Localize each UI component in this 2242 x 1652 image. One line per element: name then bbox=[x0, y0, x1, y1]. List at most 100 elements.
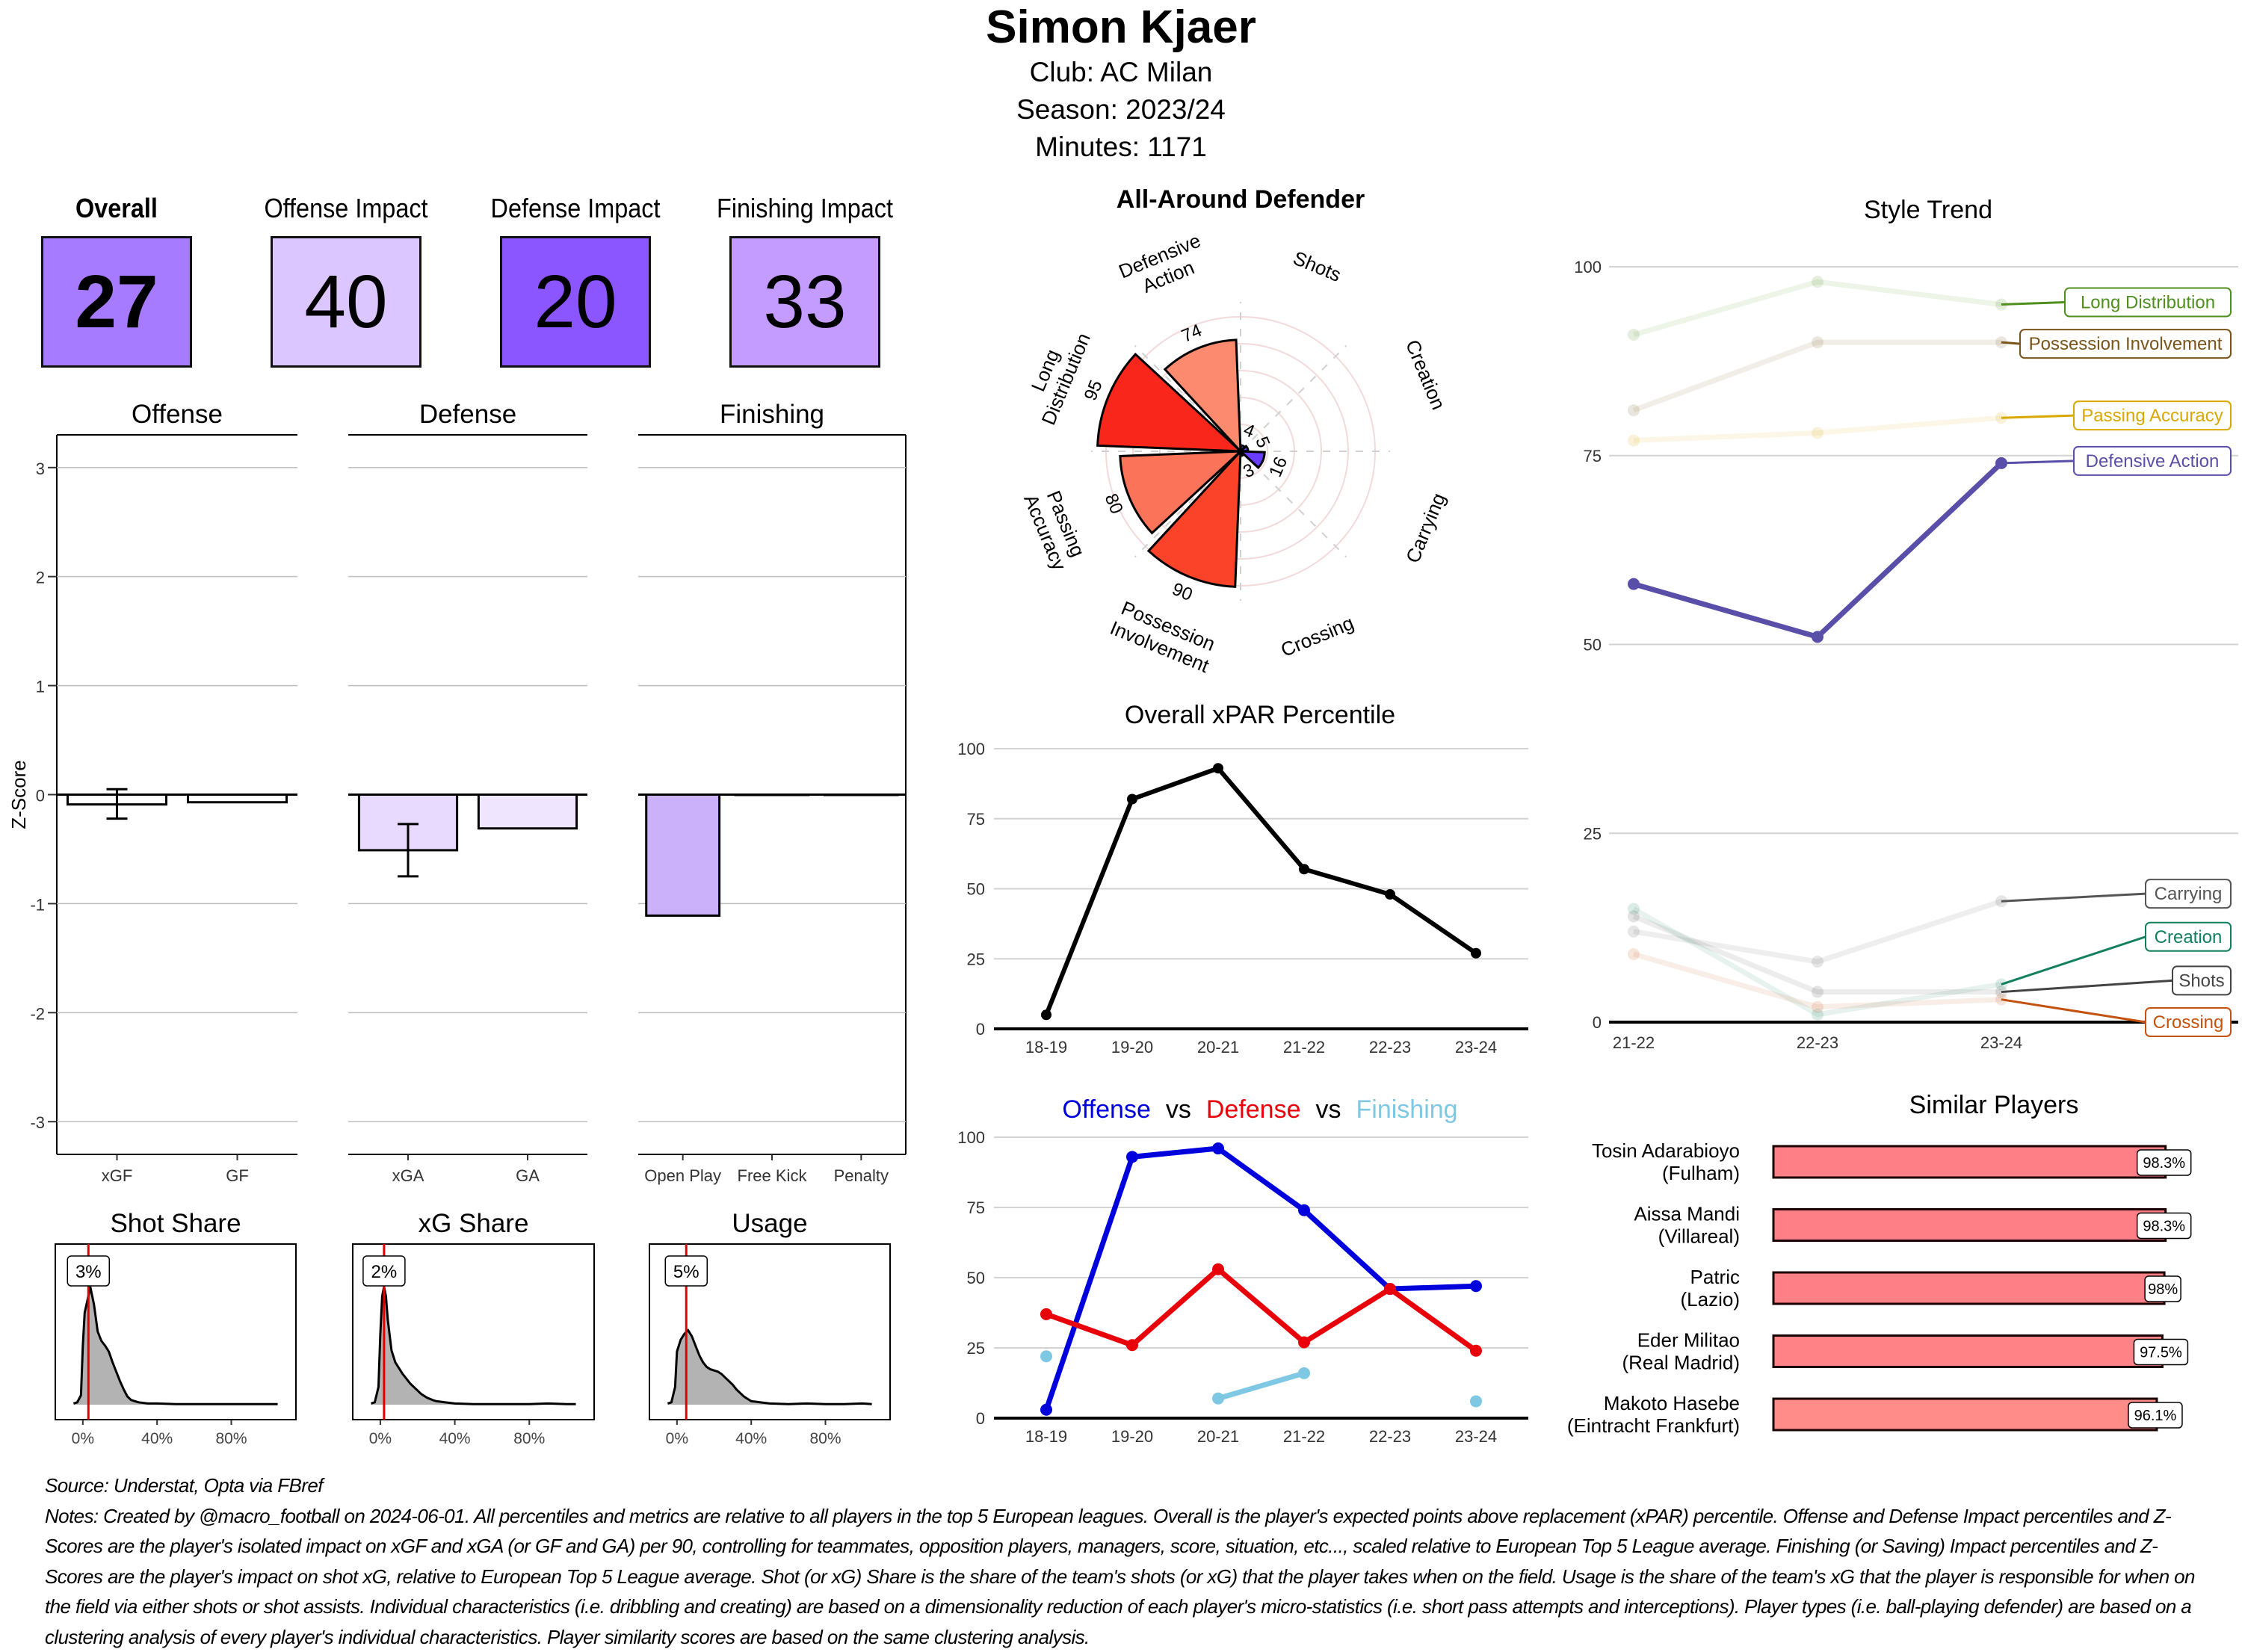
y-tick-label: 75 bbox=[1584, 447, 1602, 465]
y-tick-label: 1 bbox=[36, 678, 45, 696]
style-series-label: Shots bbox=[2178, 971, 2224, 991]
marker-label: 5% bbox=[673, 1262, 700, 1282]
ovd-title-part: Defense bbox=[1206, 1095, 1301, 1124]
similar-player-name: Makoto Hasebe bbox=[1604, 1392, 1740, 1414]
y-axis-label: Z-Score bbox=[7, 760, 30, 829]
style-series-line bbox=[1634, 342, 2001, 410]
style-point bbox=[1812, 986, 1823, 998]
xpar-point bbox=[1127, 794, 1137, 805]
style-series-label: Possession Involvement bbox=[2029, 334, 2223, 354]
radar-category-label: Creation bbox=[1401, 336, 1450, 412]
similar-value-label: 98.3% bbox=[2143, 1155, 2185, 1172]
style-label-leader bbox=[2001, 461, 2074, 463]
radar-category-label: Shots bbox=[1290, 247, 1344, 286]
similar-player-name: Eder Militao bbox=[1637, 1329, 1740, 1352]
style-point bbox=[1628, 926, 1640, 938]
similar-player-name: (Lazio) bbox=[1681, 1288, 1740, 1311]
similar-value-label: 97.5% bbox=[2140, 1345, 2182, 1361]
radar-category-label: Carrying bbox=[1401, 489, 1450, 566]
style-series-line bbox=[1634, 282, 2001, 335]
similar-value-label: 96.1% bbox=[2134, 1408, 2177, 1424]
ovd-point bbox=[1212, 1393, 1224, 1405]
xpar-point bbox=[1299, 864, 1309, 874]
style-label-leader bbox=[2001, 415, 2074, 418]
y-tick-label: 50 bbox=[1584, 636, 1602, 655]
radar-spoke bbox=[1241, 346, 1346, 451]
x-tick-label: 18-19 bbox=[1025, 1427, 1067, 1446]
x-tick-label: 40% bbox=[141, 1430, 173, 1447]
x-tick-label: 80% bbox=[215, 1430, 247, 1447]
distribution-title: Shot Share bbox=[110, 1209, 241, 1238]
style-label-leader bbox=[2001, 894, 2146, 901]
radar-value-label: 95 bbox=[1081, 377, 1107, 403]
notes-text: Notes: Created by @macro_football on 202… bbox=[45, 1501, 2212, 1652]
ovd-series-line bbox=[1046, 1148, 1476, 1410]
distribution-title: xG Share bbox=[419, 1209, 529, 1238]
style-series-label: Carrying bbox=[2155, 884, 2223, 904]
x-tick-label: 23-24 bbox=[1980, 1033, 2022, 1052]
ovd-title-part: vs bbox=[1166, 1095, 1191, 1124]
ovd-point bbox=[1212, 1142, 1224, 1154]
similar-value-label: 98% bbox=[2148, 1281, 2178, 1298]
y-tick-label: -1 bbox=[30, 895, 45, 914]
similar-bar bbox=[1773, 1272, 2164, 1304]
style-series-label: Crossing bbox=[2153, 1012, 2224, 1033]
y-tick-label: -2 bbox=[30, 1004, 45, 1023]
style-label-leader bbox=[2001, 342, 2020, 344]
style-series-label: Defensive Action bbox=[2086, 451, 2220, 471]
similar-value-label: 98.3% bbox=[2143, 1219, 2185, 1235]
ovd-title-part: Offense bbox=[1062, 1095, 1150, 1124]
style-point bbox=[1628, 404, 1640, 416]
x-tick-label: 19-20 bbox=[1111, 1038, 1153, 1057]
ovd-point bbox=[1040, 1404, 1052, 1416]
ovd-point bbox=[1470, 1280, 1482, 1292]
style-point bbox=[1628, 910, 1640, 922]
style-point bbox=[1812, 956, 1823, 968]
distribution-title: Usage bbox=[732, 1209, 807, 1238]
y-tick-label: 100 bbox=[957, 1128, 985, 1147]
style-series-line bbox=[1634, 901, 2001, 962]
y-tick-label: 25 bbox=[967, 950, 985, 968]
ovd-point bbox=[1298, 1367, 1310, 1379]
y-tick-label: 75 bbox=[967, 810, 985, 829]
style-label-leader bbox=[2001, 937, 2146, 985]
x-tick-label: Penalty bbox=[834, 1166, 889, 1185]
marker-label: 2% bbox=[371, 1262, 398, 1282]
x-tick-label: 20-21 bbox=[1197, 1427, 1239, 1446]
style-point bbox=[1812, 427, 1823, 439]
facet-title: Finishing bbox=[720, 400, 824, 429]
x-tick-label: 19-20 bbox=[1111, 1427, 1153, 1446]
similar-title: Similar Players bbox=[1909, 1091, 2079, 1119]
y-tick-label: 0 bbox=[1593, 1013, 1602, 1032]
facet-title: Defense bbox=[419, 400, 516, 429]
x-tick-label: 22-23 bbox=[1369, 1038, 1411, 1057]
similar-player-name: (Villareal) bbox=[1658, 1225, 1740, 1248]
style-point bbox=[1812, 336, 1823, 348]
xpar-title: Overall xPAR Percentile bbox=[1125, 701, 1395, 729]
x-tick-label: 20-21 bbox=[1197, 1038, 1239, 1057]
ovd-point bbox=[1298, 1204, 1310, 1216]
xpar-point bbox=[1471, 948, 1481, 959]
x-tick-label: xGF bbox=[102, 1166, 133, 1185]
y-tick-label: 0 bbox=[976, 1409, 985, 1428]
footer-notes: Source: Understat, Opta via FBref Notes:… bbox=[45, 1470, 2212, 1652]
y-tick-label: 25 bbox=[1584, 824, 1602, 843]
style-series-line bbox=[1634, 463, 2001, 637]
similar-player-name: (Real Madrid) bbox=[1622, 1352, 1741, 1374]
x-tick-label: Free Kick bbox=[738, 1166, 808, 1185]
radar-chart: All-Around Defender4Shots5Creation16Carr… bbox=[1019, 185, 1450, 677]
ovd-point bbox=[1298, 1336, 1310, 1348]
style-label-leader bbox=[2001, 303, 2065, 305]
x-tick-label: 23-24 bbox=[1455, 1038, 1497, 1057]
style-point bbox=[1628, 578, 1640, 590]
x-tick-label: 80% bbox=[513, 1430, 545, 1447]
style-label-leader bbox=[2001, 1000, 2146, 1022]
x-tick-label: 80% bbox=[809, 1430, 841, 1447]
y-tick-label: 25 bbox=[967, 1339, 985, 1358]
similar-player-name: Tosin Adarabioyo bbox=[1592, 1139, 1740, 1162]
style-trend-title: Style Trend bbox=[1864, 196, 1992, 224]
